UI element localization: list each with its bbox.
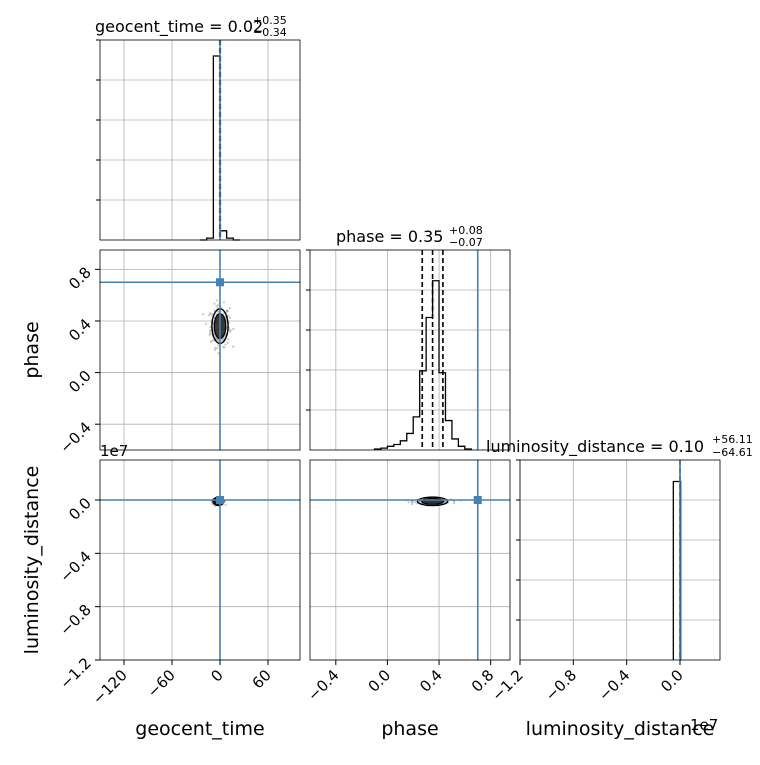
panel-frame bbox=[309, 249, 511, 451]
sample-point bbox=[414, 501, 417, 504]
offset-text-x-luminosity-distance: 1e7 bbox=[690, 716, 718, 734]
y-tick-label-luminosity_distance: −0.8 bbox=[56, 601, 94, 639]
panel-hist-luminosity_distance bbox=[516, 459, 721, 661]
panel-frame bbox=[99, 39, 301, 241]
title-phase-plus: +0.08 bbox=[449, 224, 483, 237]
sample-point bbox=[228, 316, 232, 319]
x-tick-label-luminosity_distance: −1.2 bbox=[488, 666, 526, 704]
injection-marker bbox=[473, 496, 482, 504]
sample-point bbox=[224, 503, 227, 506]
sample-point bbox=[232, 327, 235, 331]
sample-point bbox=[411, 502, 414, 506]
sample-point bbox=[217, 344, 220, 347]
x-tick-label-phase: 0.0 bbox=[365, 666, 395, 696]
sample-point bbox=[216, 347, 219, 350]
sample-point bbox=[453, 502, 456, 505]
x-tick-label-phase: −0.4 bbox=[304, 666, 342, 704]
x-tick-label-geocent_time: −60 bbox=[144, 666, 179, 701]
sample-point bbox=[213, 309, 216, 312]
sample-point bbox=[227, 338, 230, 341]
panel-frame bbox=[99, 249, 301, 451]
x-tick-label-luminosity_distance: −0.4 bbox=[595, 666, 633, 704]
title-luminosity-distance-plus: +56.11 bbox=[712, 433, 753, 446]
xlabel-luminosity-distance: luminosity_distance bbox=[526, 718, 715, 740]
sample-point bbox=[202, 313, 205, 316]
y-tick-label-phase: 0.8 bbox=[65, 263, 95, 293]
x-tick-label-geocent_time: 0 bbox=[207, 666, 226, 685]
sample-point bbox=[210, 502, 214, 505]
y-tick-label-phase: 0.0 bbox=[65, 367, 95, 397]
sample-point bbox=[213, 302, 216, 305]
sample-point bbox=[229, 329, 232, 332]
sample-point bbox=[211, 339, 214, 342]
sample-point bbox=[215, 299, 219, 302]
sample-point bbox=[205, 322, 208, 325]
sample-point bbox=[217, 352, 220, 355]
sample-point bbox=[209, 332, 212, 335]
xlabel-phase: phase bbox=[381, 718, 438, 740]
title-luminosity-distance: luminosity_distance = 0.10 bbox=[486, 437, 704, 457]
sample-point bbox=[407, 501, 410, 504]
title-luminosity-distance-minus: −64.61 bbox=[712, 446, 753, 459]
panel-frame bbox=[99, 459, 301, 661]
sample-point bbox=[222, 301, 225, 304]
sample-point bbox=[221, 338, 224, 342]
y-tick-label-luminosity_distance: −1.2 bbox=[56, 654, 94, 692]
panel-frame bbox=[519, 459, 721, 661]
ylabel-luminosity-distance: luminosity_distance bbox=[21, 466, 43, 655]
sample-point bbox=[229, 330, 232, 334]
panel-hist-phase bbox=[306, 249, 511, 451]
y-tick-label-luminosity_distance: 0.0 bbox=[65, 494, 95, 524]
panel-hist-geocent_time bbox=[96, 39, 301, 241]
title-geocent-time-plus: +0.35 bbox=[253, 14, 287, 27]
x-tick-label-luminosity_distance: 0.0 bbox=[657, 666, 687, 696]
title-geocent-time: geocent_time = 0.02 bbox=[95, 17, 263, 37]
ylabel-phase: phase bbox=[21, 321, 43, 378]
sample-point bbox=[214, 346, 217, 349]
y-tick-label-phase: 0.4 bbox=[65, 315, 95, 345]
sample-point bbox=[210, 500, 213, 503]
y-tick-label-phase: −0.4 bbox=[56, 418, 94, 456]
injection-marker bbox=[216, 496, 224, 504]
title-geocent-time-minus: −0.34 bbox=[253, 26, 287, 39]
y-tick-label-luminosity_distance: −0.4 bbox=[56, 547, 94, 585]
sample-point bbox=[209, 340, 212, 343]
injection-marker bbox=[216, 278, 224, 287]
sample-point bbox=[217, 339, 220, 342]
title-phase-minus: −0.07 bbox=[449, 236, 483, 249]
sample-point bbox=[210, 312, 213, 316]
sample-point bbox=[224, 343, 227, 346]
sample-point bbox=[228, 307, 231, 310]
x-tick-label-luminosity_distance: −0.8 bbox=[542, 666, 580, 704]
offset-text-y-luminosity-distance: 1e7 bbox=[100, 442, 128, 460]
sample-point bbox=[226, 314, 230, 317]
title-phase: phase = 0.35 bbox=[336, 227, 443, 246]
sample-point bbox=[209, 329, 212, 332]
panel-frame bbox=[309, 459, 511, 661]
x-tick-label-geocent_time: −120 bbox=[89, 666, 131, 708]
sample-point bbox=[213, 348, 217, 351]
sample-point bbox=[217, 304, 220, 307]
panel-2d-geocent_time-phase bbox=[99, 249, 301, 451]
sample-point bbox=[223, 346, 226, 349]
sample-point bbox=[232, 345, 235, 348]
density-contour bbox=[416, 496, 449, 507]
sample-point bbox=[226, 341, 229, 344]
xlabel-geocent-time: geocent_time bbox=[135, 718, 264, 740]
panel-2d-geocent_time-luminosity_distance bbox=[99, 459, 301, 661]
sample-point bbox=[215, 337, 218, 341]
sample-point bbox=[215, 305, 218, 308]
sample-point bbox=[225, 309, 229, 312]
x-tick-label-phase: 0.4 bbox=[416, 666, 446, 696]
panel-2d-phase-luminosity_distance bbox=[309, 459, 511, 661]
sample-point bbox=[207, 314, 211, 317]
x-tick-label-geocent_time: 60 bbox=[249, 666, 275, 692]
